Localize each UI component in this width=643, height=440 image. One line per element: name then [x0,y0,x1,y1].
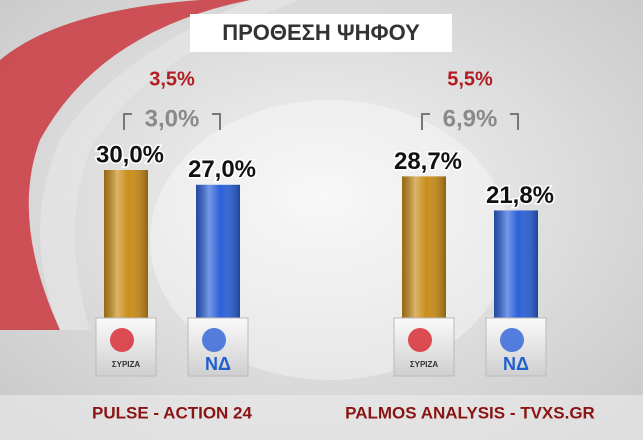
prev-lead-annotation: 6,9% [443,105,498,132]
poll-source: PULSE - ACTION 24 [92,403,252,422]
lead-annotation: 3,5% [149,68,195,90]
prev-lead-annotation: 3,0% [145,105,200,132]
title-banner [190,14,452,52]
poll-source: PALMOS ANALYSIS - TVXS.GR [345,403,595,422]
logo-emblem [110,328,134,352]
bar-shine [196,184,240,318]
title: ΠΡΟΘΕΣΗ ΨΗΦΟΥ [222,20,420,45]
lead-annotation: 5,5% [447,68,493,90]
value-label: 28,7% [394,148,462,175]
logo-emblem [408,328,432,352]
red-swoosh [0,0,250,330]
white-swoosh [40,0,300,330]
logo-emblem [500,328,524,352]
bar-shine [402,176,446,318]
value-label: 27,0% [188,156,256,183]
value-label: 21,8% [486,182,554,209]
party-name: ΣΥΡΙΖΑ [410,360,439,369]
value-label: 30,0% [96,141,164,168]
bracket-right [212,113,221,130]
bracket-left [123,113,132,130]
logo-emblem [202,328,226,352]
party-name: ΝΔ [503,354,529,374]
footer-strip [0,395,643,440]
bracket-left [421,113,430,130]
bracket-right [510,113,519,130]
bar-shine [104,170,148,318]
bar-shine [494,210,538,318]
party-name: ΣΥΡΙΖΑ [112,360,141,369]
party-name: ΝΔ [205,354,231,374]
